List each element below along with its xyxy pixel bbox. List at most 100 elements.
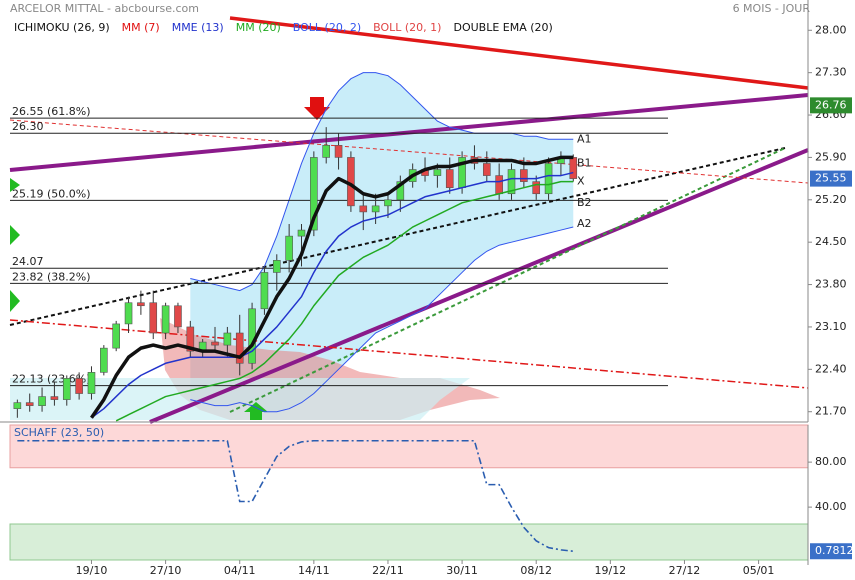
candle-body <box>100 347 108 373</box>
candle-body <box>532 181 541 195</box>
oversold-zone <box>9 523 809 561</box>
overbought-zone <box>9 424 809 469</box>
point-label: A2 <box>577 217 592 230</box>
y-tick-label: 21.70 <box>815 405 847 418</box>
buy-arrow <box>244 402 268 420</box>
legend-entry: MM (7) <box>122 21 160 34</box>
y-tick-label: 28.00 <box>815 23 847 36</box>
fib-label: 25.19 (50.0%) <box>12 187 91 200</box>
x-tick-label: 30/11 <box>446 564 478 577</box>
legend-entry: ICHIMOKU (26, 9) <box>14 21 110 34</box>
period: 6 MOIS - JOUR <box>733 2 811 15</box>
x-tick-label: 14/11 <box>298 564 330 577</box>
candle-body <box>87 372 96 394</box>
candle-body <box>174 305 182 328</box>
candle-body <box>297 229 306 237</box>
candle-body <box>371 205 380 213</box>
y-tick-label: 25.90 <box>815 150 847 163</box>
candle-body <box>310 157 318 231</box>
indicator-line <box>90 155 574 419</box>
candle-body <box>495 175 503 195</box>
fib-label: 23.82 (38.2%) <box>12 270 91 283</box>
indicator-line <box>115 180 574 422</box>
y-tick-label: 27.30 <box>815 66 847 79</box>
legend-entry: DOUBLE EMA (20) <box>453 21 552 34</box>
candle-body <box>137 302 145 307</box>
candle-body <box>161 305 170 334</box>
y-tick-label: 22.40 <box>815 362 847 375</box>
y-tick-label: 80.00 <box>815 455 847 468</box>
legend-entry: BOLL (20, 2) <box>293 21 361 34</box>
value-box <box>810 543 852 560</box>
buy-arrow <box>10 178 20 192</box>
trend-line <box>229 16 809 90</box>
x-tick-label: 22/11 <box>372 564 404 577</box>
band-line <box>190 226 574 413</box>
candle-body <box>124 302 133 325</box>
buy-arrow <box>10 290 20 312</box>
candle-body <box>186 326 195 352</box>
candle-body <box>25 402 34 406</box>
candle-body <box>544 163 553 195</box>
y-tick-label: 23.10 <box>815 320 847 333</box>
legend-entry: MM (20) <box>236 21 281 34</box>
candle-body <box>13 402 22 409</box>
candle-body <box>384 199 392 207</box>
trend-line <box>149 148 809 424</box>
candle-body <box>433 169 442 176</box>
trend-line <box>9 93 809 172</box>
sell-arrow <box>304 97 330 120</box>
value-box-label: 26.76 <box>815 98 847 111</box>
x-tick-label: 27/10 <box>150 564 182 577</box>
candle-body <box>149 302 158 334</box>
chart-title: ARCELOR MITTAL - abcbourse.com <box>10 2 199 15</box>
point-label: B1 <box>577 156 592 169</box>
candle-body <box>62 378 71 400</box>
fib-label: 24.07 <box>12 255 44 268</box>
candle-body <box>248 308 256 364</box>
candle-body <box>285 235 293 261</box>
candle-body <box>359 205 368 213</box>
candle-body <box>260 272 269 310</box>
candle-body <box>520 169 528 182</box>
fib-label: 26.30 <box>12 120 44 133</box>
y-tick-label: 24.50 <box>815 235 847 248</box>
value-box <box>810 170 852 187</box>
point-label: X <box>577 175 585 188</box>
y-tick-label: 25.20 <box>815 193 847 206</box>
schaff-line <box>17 439 574 553</box>
x-tick-label: 19/10 <box>76 564 108 577</box>
value-box-label: 0.7812 <box>815 544 854 557</box>
indicator-line <box>91 171 574 419</box>
trend-line <box>9 119 809 184</box>
candle-body <box>482 163 491 176</box>
x-tick-label: 08/12 <box>520 564 552 577</box>
point-label: A1 <box>577 132 592 145</box>
fib-label: 22.13 (23.6%) <box>12 373 91 386</box>
y-tick-label: 23.80 <box>815 278 847 291</box>
trend-line <box>229 147 786 413</box>
point-label: B2 <box>577 196 592 209</box>
x-tick-label: 04/11 <box>224 564 256 577</box>
candle-body <box>235 332 244 364</box>
value-box-label: 25.55 <box>815 172 847 185</box>
x-tick-label: 05/01 <box>743 564 775 577</box>
buy-arrow <box>10 225 20 245</box>
candle-body <box>507 169 516 195</box>
candle-body <box>75 378 83 394</box>
candle-body <box>396 181 405 201</box>
candle-body <box>112 323 120 349</box>
candle-body <box>211 341 219 346</box>
candle-body <box>445 169 454 188</box>
panel-title: SCHAFF (23, 50) <box>14 426 104 439</box>
value-box <box>810 97 852 114</box>
candle-body <box>272 260 281 273</box>
candle-body <box>569 157 578 179</box>
candle-body <box>334 145 343 158</box>
legend-entry: MME (13) <box>172 21 224 34</box>
x-tick-label: 19/12 <box>594 564 626 577</box>
candle-body <box>50 396 59 400</box>
candle-body <box>223 332 232 346</box>
candle-body <box>38 396 46 406</box>
